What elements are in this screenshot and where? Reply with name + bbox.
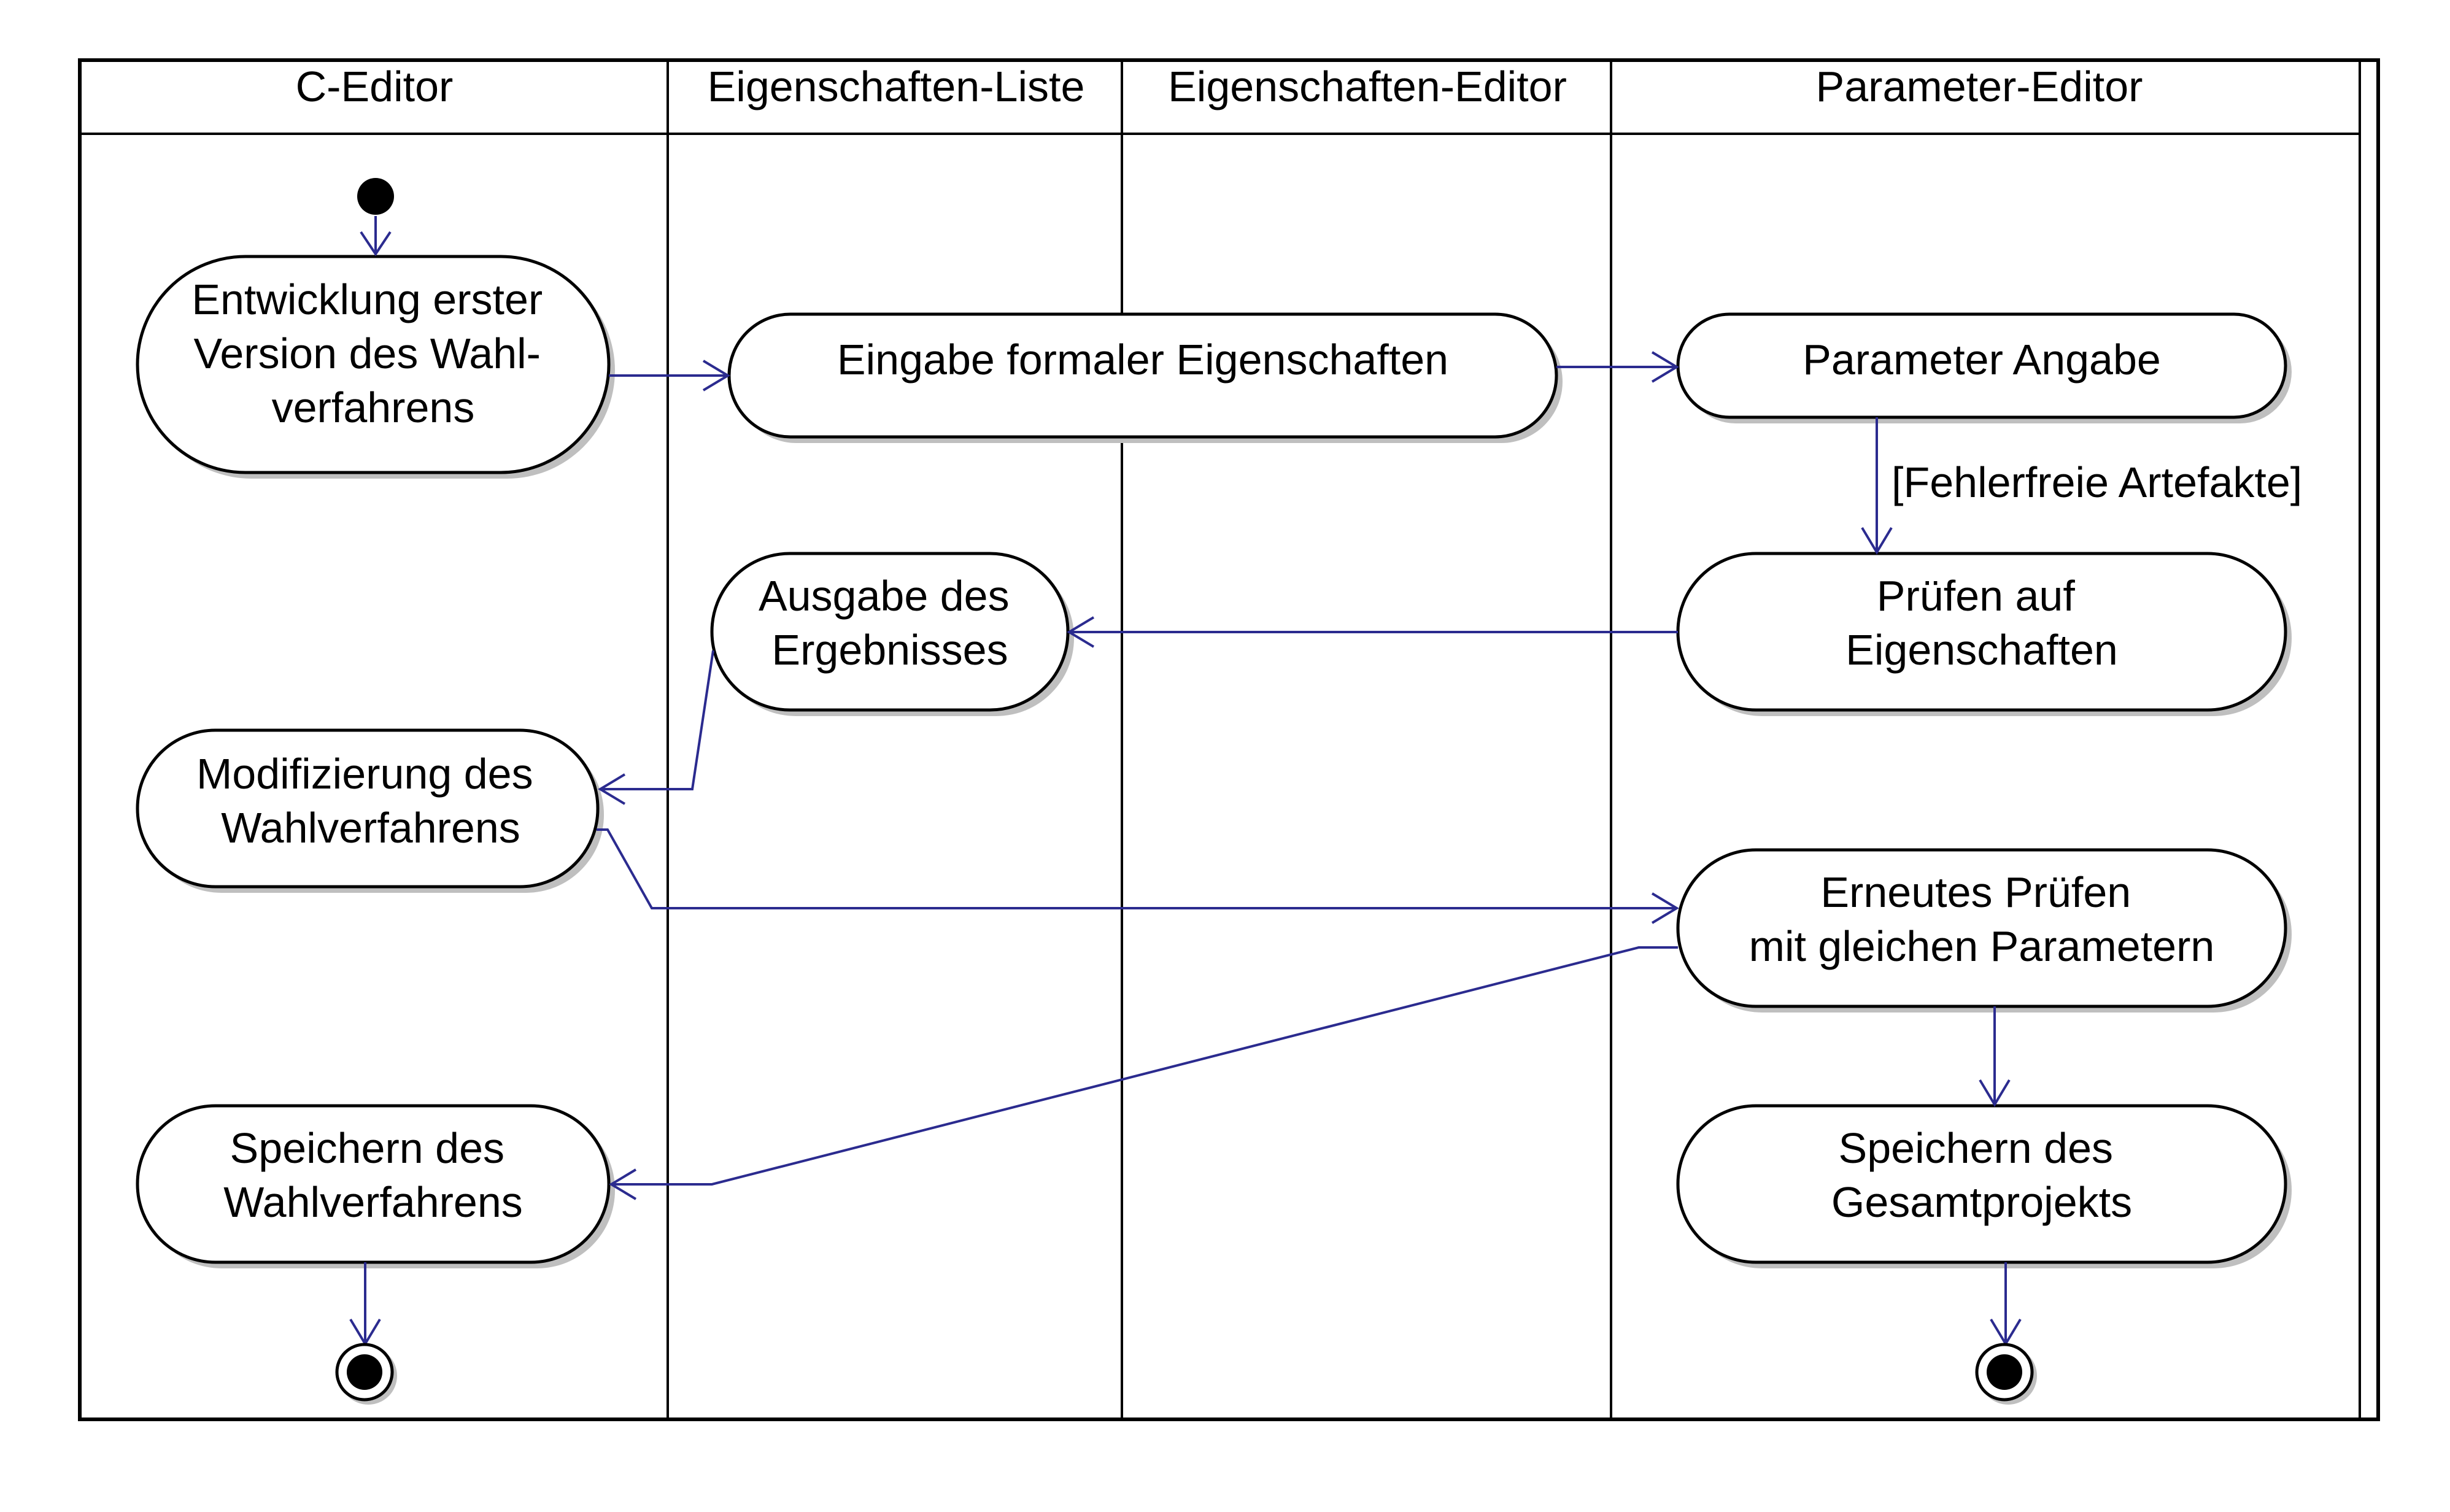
activity-speichern-gesamtprojekt: Speichern des Gesamtprojekts (1676, 1104, 2292, 1268)
flow-eingabe-to-parameter-angabe (1556, 351, 1679, 383)
activity-speichern-wahlverfahren: Speichern des Wahlverfahrens (136, 1104, 615, 1268)
activity-speichern-gesamtprojekt-line-1: Speichern des (1839, 1124, 2114, 1172)
activity-parameter-angabe-label: Parameter Angabe (1803, 336, 2161, 384)
activity-pruefen-line-2: Eigenschaften (1845, 626, 2118, 674)
flow-parameter-angabe-to-pruefen (1861, 417, 1893, 555)
lane-title-c-editor: C-Editor (296, 63, 454, 110)
activity-ausgabe-line-2: Ergebnisses (771, 626, 1008, 674)
svg-text:Prüfen auf Eigenschaften: Prüfen auf Eigenschaften (1845, 572, 2118, 674)
activity-eingabe-label: Eingabe formaler Eigenschaften (837, 336, 1448, 384)
activity-ausgabe: Ausgabe des Ergebnisses (710, 552, 1074, 716)
svg-text:Speichern des Gesamtproj: Speichern des Gesamtprojekts (1831, 1124, 2132, 1226)
activity-entwicklung-line-2: Version des Wahl- (194, 330, 541, 377)
flow-entwicklung-to-eingabe (609, 360, 730, 392)
activity-ausgabe-line-1: Ausgabe des (759, 572, 1010, 620)
svg-text:Speichern des Wahlverfah: Speichern des Wahlverfahrens (223, 1124, 523, 1226)
activity-speichern-wahlverfahren-line-1: Speichern des (230, 1124, 505, 1172)
lane-title-parameter-editor: Parameter-Editor (1816, 63, 2143, 110)
final-node-left (335, 1343, 397, 1405)
activity-erneutes-pruefen: Erneutes Prüfen mit gleichen Parametern (1676, 848, 2292, 1012)
svg-text:Modifizierung des Wahlve: Modifizierung des Wahlverfahrens (196, 750, 545, 852)
guard-fehlerfreie-artefakte: [Fehlerfreie Artefakte] (1892, 458, 2302, 506)
activity-entwicklung-line-3: verfahrens (272, 384, 475, 431)
control-flows (349, 216, 2022, 1346)
activity-modifizierung: Modifizierung des Wahlverfahrens (136, 728, 604, 893)
activity-modifizierung-line-1: Modifizierung des (196, 750, 533, 798)
flow-speichern-wahlverfahren-to-end (349, 1262, 381, 1346)
activity-erneutes-pruefen-line-1: Erneutes Prüfen (1820, 868, 2131, 916)
svg-text:Ausgabe des Ergebnisses: Ausgabe des Ergebnisses (759, 572, 1021, 674)
activity-pruefen-line-1: Prüfen auf (1877, 572, 2076, 620)
flow-erneutes-pruefen-to-speichern-wahlverfahren (609, 946, 1678, 1200)
flow-ausgabe-to-modifizierung (598, 650, 714, 805)
flow-pruefen-to-ausgabe (1067, 616, 1678, 648)
flow-speichern-gesamtprojekt-to-end (1990, 1262, 2022, 1346)
activity-modifizierung-line-2: Wahlverfahrens (221, 804, 520, 852)
lane-title-eigenschaften-liste: Eigenschaften-Liste (708, 63, 1085, 110)
svg-text:Entwicklung erster Versi: Entwicklung erster Version des Wahl- ver… (191, 276, 554, 431)
swimlane-frame (78, 58, 2380, 1421)
svg-text:Erneutes Prüfen mit glei: Erneutes Prüfen mit gleichen Parametern (1749, 868, 2215, 970)
initial-node (357, 178, 394, 215)
flow-start-to-entwicklung (360, 216, 392, 256)
activity-speichern-wahlverfahren-line-2: Wahlverfahrens (223, 1178, 523, 1226)
activity-erneutes-pruefen-line-2: mit gleichen Parametern (1749, 922, 2215, 970)
activity-entwicklung-line-1: Entwicklung erster (191, 276, 543, 323)
activity-speichern-gesamtprojekt-line-2: Gesamtprojekts (1831, 1178, 2132, 1226)
activity-eingabe: Eingabe formaler Eigenschaften (727, 312, 1563, 443)
activity-pruefen: Prüfen auf Eigenschaften (1676, 552, 2292, 716)
activity-parameter-angabe: Parameter Angabe (1676, 312, 2292, 423)
flow-modifizierung-to-erneutes-pruefen (597, 828, 1679, 924)
flow-erneutes-pruefen-to-speichern-gesamtprojekt (1979, 1006, 2011, 1107)
lane-title-eigenschaften-editor: Eigenschaften-Editor (1168, 63, 1567, 110)
activity-entwicklung: Entwicklung erster Version des Wahl- ver… (136, 255, 615, 479)
final-node-right (1975, 1343, 2037, 1405)
